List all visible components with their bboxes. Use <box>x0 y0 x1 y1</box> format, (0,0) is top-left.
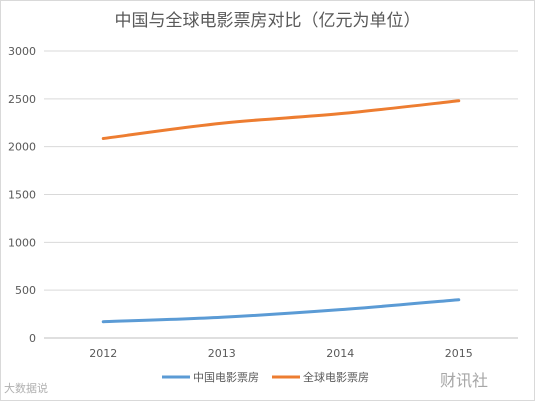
series-line-2 <box>101 99 461 141</box>
x-tick-label: 2014 <box>326 347 354 360</box>
y-tick-label: 2500 <box>8 93 36 106</box>
watermark-right: 财讯社 <box>440 371 489 390</box>
y-tick-label: 1000 <box>8 236 36 249</box>
y-tick-label: 500 <box>15 284 36 297</box>
chart-title: 中国与全球电影票房对比（亿元为单位） <box>114 11 421 31</box>
x-tick-label: 2012 <box>89 347 117 360</box>
x-tick-label: 2013 <box>208 347 236 360</box>
legend-label-1: 中国电影票房 <box>193 371 259 384</box>
watermark-left: 大数据说 <box>4 382 48 395</box>
series-line-1 <box>101 298 461 324</box>
y-tick-label: 1500 <box>8 189 36 202</box>
y-tick-label: 3000 <box>8 45 36 58</box>
y-tick-label: 0 <box>29 332 36 345</box>
legend-label-2: 全球电影票房 <box>303 370 369 384</box>
y-tick-label: 2000 <box>8 141 36 154</box>
x-tick-label: 2015 <box>445 347 473 360</box>
